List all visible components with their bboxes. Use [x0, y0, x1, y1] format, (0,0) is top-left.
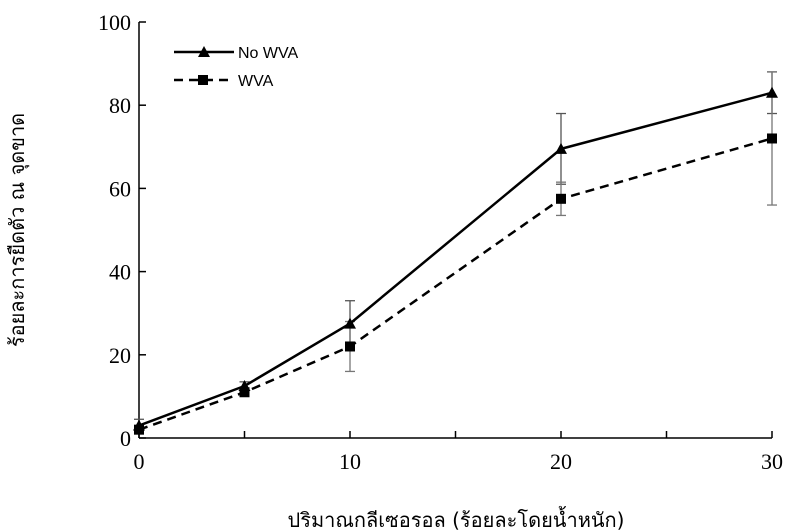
series-line-no-wva: [138, 91, 773, 427]
x-tick-label: 0: [134, 449, 145, 474]
x-axis-title: ปริมาณกลีเซอรอล (ร้อยละโดยน้ำหนัก): [288, 506, 625, 532]
error-bars: [134, 71, 777, 435]
x-ticks: 0 10 20 30: [134, 431, 783, 474]
markers: [133, 86, 778, 435]
series-lines: [138, 91, 773, 431]
data-point-wva: [767, 133, 777, 144]
y-axis-title: ร้อยละการยืดตัว ณ จุดขาด: [5, 113, 30, 347]
data-point-no-wva: [766, 86, 778, 98]
data-point-wva: [134, 424, 144, 435]
data-point-wva: [345, 341, 355, 352]
x-tick-label: 10: [339, 449, 361, 474]
y-tick-label: 100: [98, 10, 131, 35]
data-point-wva: [239, 387, 250, 398]
legend-marker-triangle: [198, 46, 210, 57]
legend-marker-square: [198, 75, 208, 85]
x-tick-label: 30: [761, 449, 783, 474]
data-point-no-wva: [344, 317, 356, 329]
plot-frame: [138, 22, 772, 439]
legend-label-no-wva: No WVA: [238, 45, 298, 62]
y-tick-label: 0: [120, 426, 131, 451]
x-tick-label: 20: [550, 449, 572, 474]
series-line-wva: [138, 137, 773, 431]
y-tick-label: 20: [109, 343, 131, 368]
y-tick-label: 40: [109, 260, 131, 285]
legend: No WVA WVA: [174, 45, 298, 90]
y-ticks: 0 20 40 60 80 100: [98, 10, 146, 451]
y-tick-label: 60: [109, 176, 131, 201]
y-tick-label: 80: [109, 93, 131, 118]
data-point-no-wva: [555, 142, 567, 154]
data-point-wva: [556, 193, 566, 204]
legend-label-wva: WVA: [238, 73, 274, 90]
